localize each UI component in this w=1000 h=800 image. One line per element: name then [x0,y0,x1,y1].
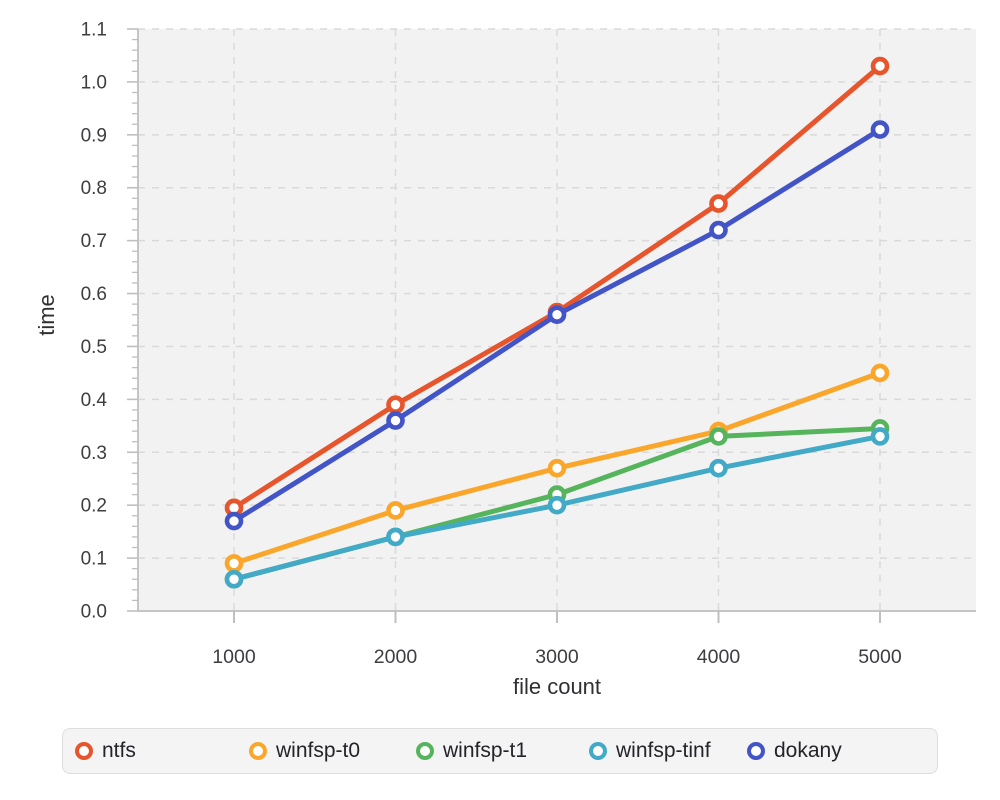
chart-canvas: 0.0 0.1 0.2 0.3 0.4 0.5 0.6 0.7 0.8 0.9 1.0 1.1 1000… [81,20,976,668]
marker-ntfs-4000 [709,194,728,213]
legend-item-dokany: dokany [747,739,842,763]
marker-winfsp-t0-1000 [224,554,244,573]
marker-dokany-1000 [224,511,244,531]
x-axis-title: file count [512,674,602,699]
y-tick-label: 0.9 [81,125,107,146]
legend-label: ntfs [102,739,136,762]
legend-item-winfsp-tinf: winfsp-tinf [589,739,711,763]
y-tick-label: 1.0 [81,72,107,93]
y-tick-label: 0.5 [81,337,107,358]
marker-winfsp-tinf-1000 [224,569,244,589]
y-axis-title: time [34,294,59,336]
legend-label: dokany [774,739,842,762]
marker-dokany-4000 [709,220,728,240]
legend-item-winfsp-t0: winfsp-t0 [249,739,360,763]
y-tick-label: 0.1 [81,549,107,570]
marker-dokany-2000 [386,411,405,430]
legend-marker-winfsp-t0-icon [249,742,267,760]
y-tick-label: 0.2 [81,496,107,517]
x-tick-label: 3000 [535,646,579,668]
marker-dokany-5000 [870,120,890,139]
y-tick-label: 1.1 [81,20,107,41]
legend-item-ntfs: ntfs [75,739,136,763]
marker-winfsp-t1-4000 [709,427,728,446]
legend-label: winfsp-tinf [616,739,711,762]
x-tick-label: 1000 [212,646,256,668]
legend-marker-winfsp-tinf-icon [589,742,607,760]
legend-label: winfsp-t1 [443,739,528,762]
y-tick-label: 0.0 [81,602,107,623]
marker-winfsp-t0-2000 [386,501,405,520]
marker-ntfs-2000 [386,395,405,414]
marker-ntfs-5000 [870,56,890,76]
marker-winfsp-t0-3000 [547,458,567,478]
x-tick-label: 4000 [697,646,741,668]
x-tick-label: 5000 [858,646,902,668]
marker-dokany-3000 [547,305,567,325]
legend-item-winfsp-t1: winfsp-t1 [416,739,527,763]
y-tick-label: 0.8 [81,178,107,199]
marker-winfsp-tinf-5000 [870,427,890,446]
marker-winfsp-tinf-4000 [709,458,728,478]
marker-winfsp-tinf-2000 [386,527,405,547]
y-tick-label: 0.3 [81,443,107,464]
legend-label: winfsp-t0 [276,739,361,762]
y-tick-label: 0.6 [81,284,107,305]
legend: ntfs winfsp-t0 winfsp-t1 winfsp-tinf dokany [62,728,938,774]
x-tick-label: 2000 [374,646,418,668]
marker-winfsp-tinf-3000 [547,495,567,515]
marker-winfsp-t0-5000 [870,363,890,383]
legend-marker-dokany-icon [747,742,765,760]
legend-marker-winfsp-t1-icon [416,742,434,760]
y-tick-label: 0.7 [81,231,107,252]
legend-marker-ntfs-icon [75,742,93,760]
y-tick-label: 0.4 [81,390,108,411]
